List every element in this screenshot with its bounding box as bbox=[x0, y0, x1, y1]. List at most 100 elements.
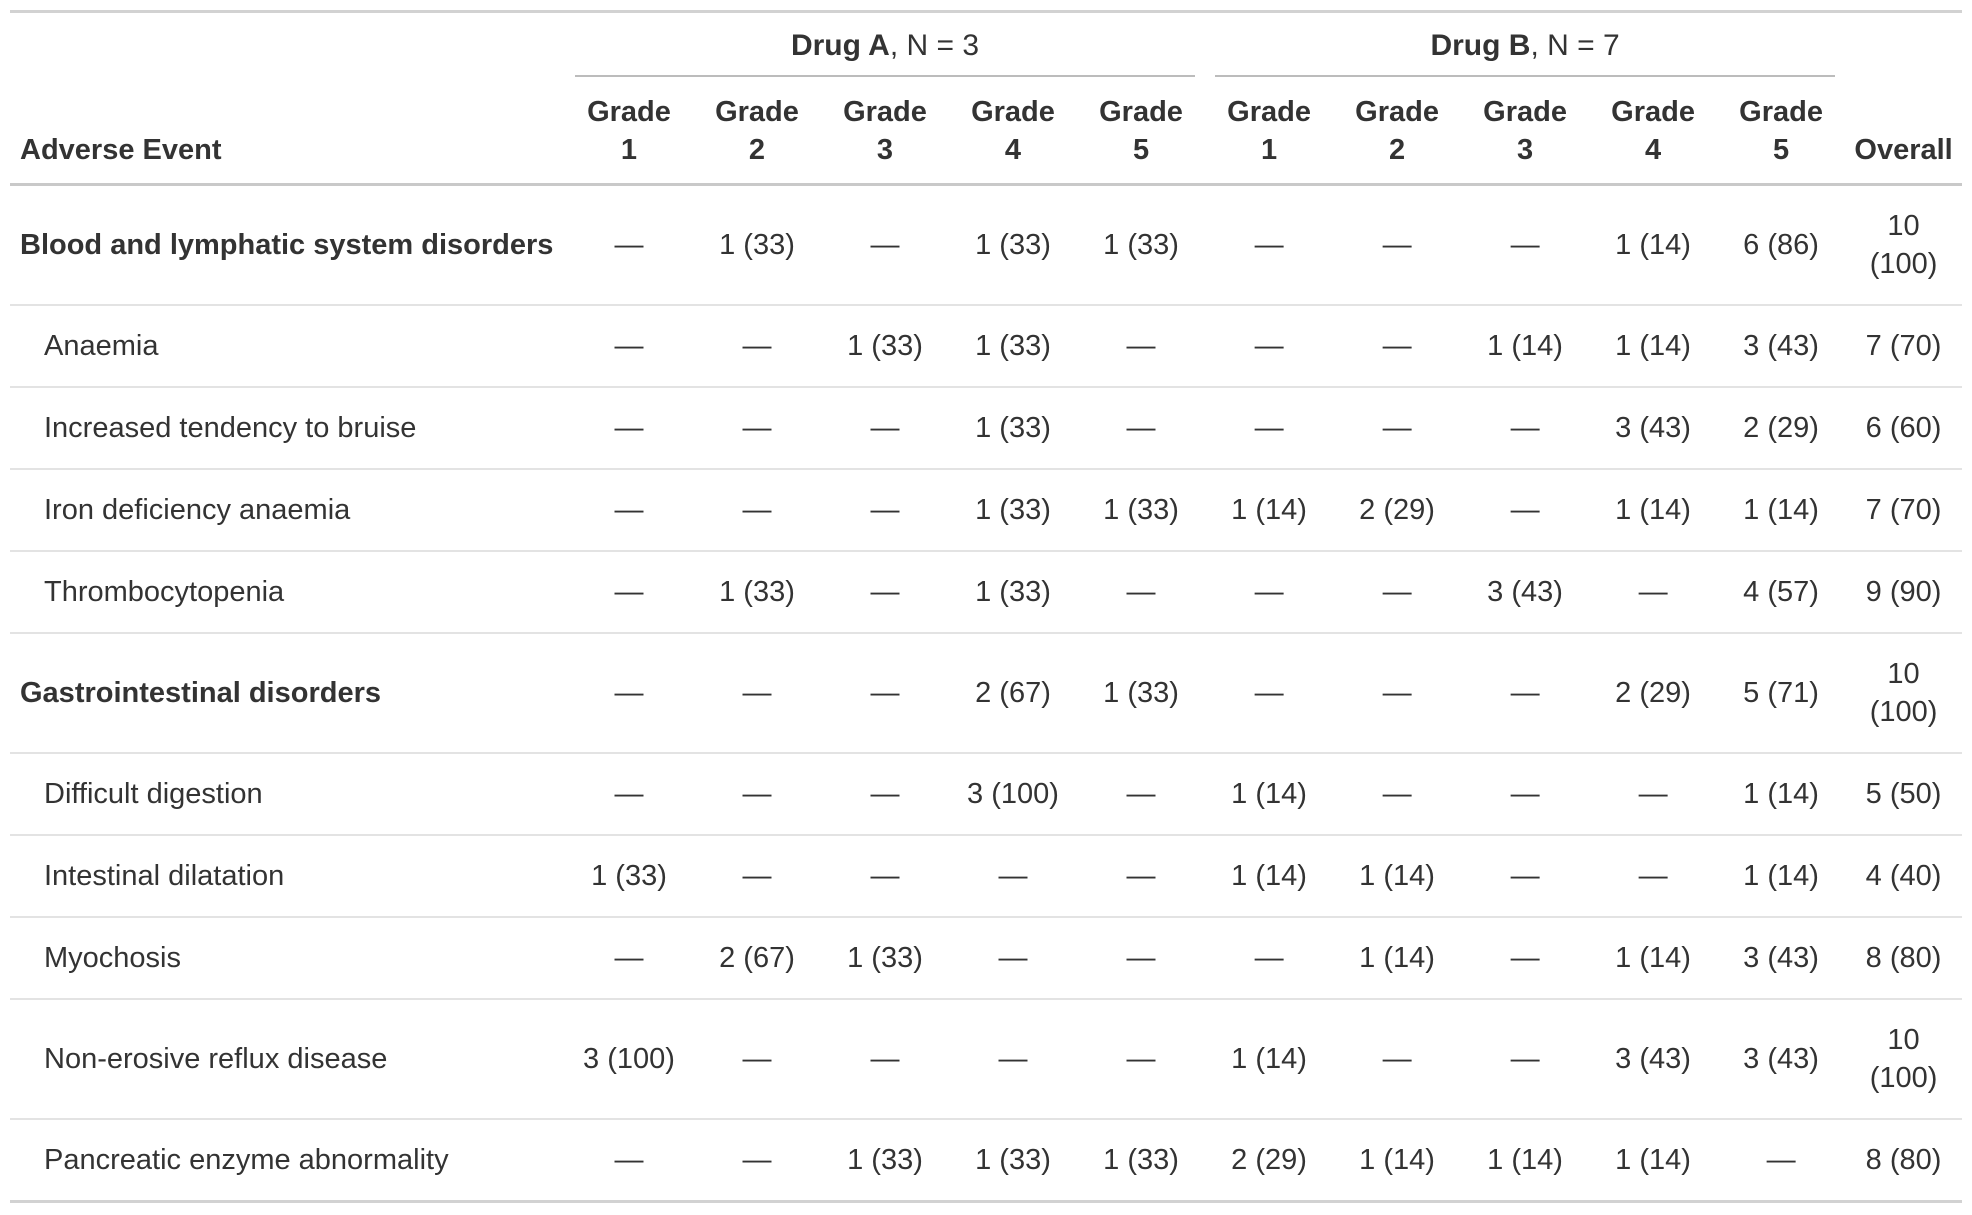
grade-value-cell: — bbox=[1254, 229, 1284, 261]
grade-value-cell: — bbox=[1205, 550, 1334, 633]
grade-value-cell: 1 (33) bbox=[1077, 468, 1206, 551]
grade-number: 2 bbox=[748, 134, 766, 166]
grade-value-cell: 1 (33) bbox=[821, 916, 949, 999]
grade-value-cell: 2 (29) bbox=[1205, 1118, 1334, 1202]
grade-value-cell: 6 (86) bbox=[1743, 229, 1819, 261]
adverse-event-label: Blood and lymphatic system disorders bbox=[20, 229, 554, 261]
table-row: Anaemia — —1 (33) 1 (33) — — —1 (14) 1 (14) 3 (4… bbox=[10, 304, 1963, 387]
adverse-event-label: Iron deficiency anaemia bbox=[10, 468, 565, 551]
grade-word: Grade bbox=[843, 96, 927, 128]
grade-value-cell: — bbox=[1589, 834, 1718, 917]
grade-value-cell: — bbox=[1589, 752, 1718, 835]
grade-value-cell: — bbox=[1461, 632, 1590, 753]
drug-a-name: Drug A bbox=[790, 29, 890, 62]
column-header-grade-a-2: Grade 2 bbox=[693, 77, 821, 186]
grade-value-cell: 1 (14) bbox=[1589, 304, 1718, 387]
adverse-events-table: Drug A, N = 3 Drug B, N = 7 Adverse Even… bbox=[10, 10, 1963, 1203]
grade-value-cell: — bbox=[821, 632, 949, 753]
overall-value-cell: 8 (80) bbox=[1845, 1118, 1963, 1202]
grade-value-cell: 3 (43) bbox=[1717, 998, 1846, 1119]
grade-value-cell: 1 (33) bbox=[1077, 1118, 1206, 1202]
grade-value-cell: 1 (14) bbox=[1589, 468, 1718, 551]
drug-b-name: Drug B bbox=[1430, 29, 1531, 62]
grade-value-cell: — bbox=[1382, 229, 1412, 261]
grade-value-cell: — bbox=[1205, 386, 1334, 469]
adverse-event-label: Non-erosive reflux disease bbox=[10, 998, 565, 1119]
grade-value-cell: 1 (33) bbox=[821, 1118, 949, 1202]
grade-value-cell: — bbox=[565, 386, 693, 469]
overall-value-cell: 7 (70) bbox=[1845, 468, 1963, 551]
grade-value-cell: 1 (14) bbox=[1615, 229, 1691, 261]
grade-value-cell: — bbox=[1461, 916, 1590, 999]
grade-value-cell: 3 (43) bbox=[1717, 916, 1846, 999]
grade-word: Grade bbox=[971, 96, 1055, 128]
table-row: Gastrointestinal disorders — — —2 (67) 1 (33… bbox=[10, 632, 1963, 753]
spanner-row: Drug A, N = 3 Drug B, N = 7 bbox=[10, 12, 1962, 78]
grade-number: 4 bbox=[1004, 134, 1022, 166]
grade-value-cell: 1 (14) bbox=[1205, 834, 1334, 917]
column-header-overall: Overall bbox=[1845, 77, 1963, 186]
grade-value-cell: — bbox=[565, 304, 693, 387]
grade-value-cell: — bbox=[1077, 834, 1206, 917]
grade-value-cell: — bbox=[614, 229, 644, 261]
grade-value-cell: 1 (14) bbox=[1461, 304, 1590, 387]
table-row: Thrombocytopenia —1 (33) —1 (33) — — —3 (43) —… bbox=[10, 550, 1963, 633]
grade-value-cell: 2 (67) bbox=[949, 632, 1077, 753]
grade-value-cell: — bbox=[565, 550, 693, 633]
grade-value-cell: 1 (14) bbox=[1717, 752, 1846, 835]
grade-word: Grade bbox=[1099, 96, 1183, 128]
grade-value-cell: 3 (43) bbox=[1589, 386, 1718, 469]
table-row: Iron deficiency anaemia — — —1 (33) 1 (33) 1 … bbox=[10, 468, 1963, 551]
grade-value-cell: — bbox=[1077, 304, 1206, 387]
grade-value-cell: 1 (14) bbox=[1205, 752, 1334, 835]
overall-value-cell: 7 (70) bbox=[1845, 304, 1963, 387]
column-header-grade-a-3: Grade 3 bbox=[821, 77, 949, 186]
spanner-drug-b: Drug B, N = 7 bbox=[1205, 12, 1845, 77]
spanner-spacer-right bbox=[1845, 12, 1962, 78]
overall-value-cell: 5 (50) bbox=[1845, 752, 1963, 835]
spanner-drug-a: Drug A, N = 3 bbox=[565, 12, 1205, 77]
grade-number: 5 bbox=[1772, 134, 1790, 166]
grade-value-cell: 1 (14) bbox=[1333, 1118, 1462, 1202]
grade-value-cell: — bbox=[821, 834, 949, 917]
grade-number: 4 bbox=[1644, 134, 1662, 166]
grade-value-cell: — bbox=[1333, 550, 1462, 633]
grade-value-cell: 2 (29) bbox=[1333, 468, 1462, 551]
column-header-grade-b-3: Grade 3 bbox=[1461, 77, 1590, 186]
adverse-event-label: Intestinal dilatation bbox=[10, 834, 565, 917]
grade-number: 1 bbox=[620, 134, 638, 166]
grade-value-cell: 1 (33) bbox=[975, 229, 1051, 261]
grade-value-cell: — bbox=[1077, 916, 1206, 999]
overall-value-cell: 6 (60) bbox=[1845, 386, 1963, 469]
grade-value-cell: — bbox=[693, 632, 821, 753]
grade-value-cell: 1 (33) bbox=[821, 304, 949, 387]
grade-value-cell: 1 (14) bbox=[1717, 468, 1846, 551]
grade-value-cell: — bbox=[1333, 998, 1462, 1119]
grade-value-cell: — bbox=[1461, 468, 1590, 551]
adverse-event-label: Gastrointestinal disorders bbox=[10, 632, 565, 753]
grade-value-cell: 1 (14) bbox=[1333, 834, 1462, 917]
grade-value-cell: 3 (100) bbox=[565, 998, 693, 1119]
adverse-event-label: Difficult digestion bbox=[10, 752, 565, 835]
grade-value-cell: — bbox=[1205, 304, 1334, 387]
table-row: Increased tendency to bruise — — —1 (33) — — —… bbox=[10, 386, 1963, 469]
grade-value-cell: 3 (43) bbox=[1461, 550, 1590, 633]
grade-value-cell: 1 (33) bbox=[949, 468, 1077, 551]
column-header-grade-a-4: Grade 4 bbox=[949, 77, 1077, 186]
drug-b-n-count: , N = 7 bbox=[1530, 29, 1620, 62]
column-header-grade-b-2: Grade 2 bbox=[1333, 77, 1462, 186]
grade-value-cell: 3 (100) bbox=[949, 752, 1077, 835]
grade-value-cell: — bbox=[1461, 998, 1590, 1119]
overall-value-cell: 10 (100) bbox=[1869, 210, 1938, 280]
grade-value-cell: — bbox=[1205, 916, 1334, 999]
grade-value-cell: — bbox=[821, 550, 949, 633]
grade-value-cell: 4 (57) bbox=[1717, 550, 1846, 633]
overall-value-cell: 9 (90) bbox=[1845, 550, 1963, 633]
grade-value-cell: — bbox=[693, 752, 821, 835]
grade-value-cell: — bbox=[821, 386, 949, 469]
adverse-event-label: Anaemia bbox=[10, 304, 565, 387]
overall-value-cell: 10 (100) bbox=[1845, 632, 1963, 753]
grade-value-cell: — bbox=[1333, 752, 1462, 835]
grade-value-cell: 1 (33) bbox=[949, 386, 1077, 469]
table-row: Intestinal dilatation 1 (33) — — — —1 (14) 1 (… bbox=[10, 834, 1963, 917]
